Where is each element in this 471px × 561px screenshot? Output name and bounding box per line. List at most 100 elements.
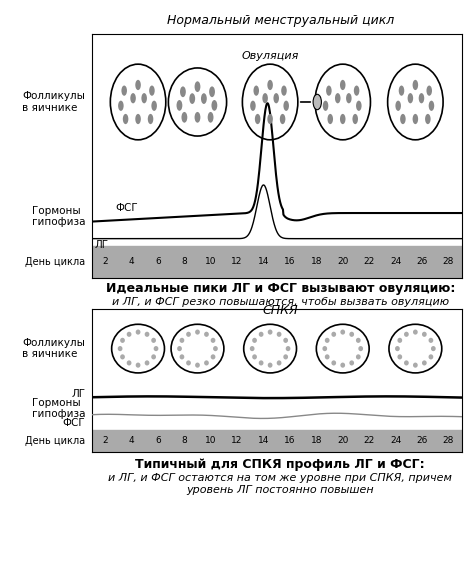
Circle shape xyxy=(283,355,288,360)
Circle shape xyxy=(195,81,200,92)
Text: 4: 4 xyxy=(129,436,134,445)
Text: 4: 4 xyxy=(129,257,134,266)
Circle shape xyxy=(419,93,424,103)
Text: 2: 2 xyxy=(102,257,108,266)
Circle shape xyxy=(195,329,200,335)
Text: 16: 16 xyxy=(284,436,296,445)
Circle shape xyxy=(426,85,432,96)
Circle shape xyxy=(283,338,288,343)
Circle shape xyxy=(340,114,346,124)
Text: 8: 8 xyxy=(181,436,187,445)
Circle shape xyxy=(120,355,125,360)
Text: ЛГ: ЛГ xyxy=(71,389,85,399)
Circle shape xyxy=(179,355,184,360)
Circle shape xyxy=(211,355,215,360)
Text: 18: 18 xyxy=(310,257,322,266)
Circle shape xyxy=(259,360,263,366)
Circle shape xyxy=(201,93,207,104)
Circle shape xyxy=(404,332,409,337)
Circle shape xyxy=(250,346,254,351)
Circle shape xyxy=(135,114,141,124)
Circle shape xyxy=(395,346,400,351)
Circle shape xyxy=(429,338,433,343)
Text: Овуляция: Овуляция xyxy=(242,50,299,61)
Circle shape xyxy=(429,355,433,360)
Text: Гормоны
гипофиза: Гормоны гипофиза xyxy=(32,398,85,420)
Circle shape xyxy=(422,360,427,366)
Text: СПКЯ: СПКЯ xyxy=(262,304,298,317)
Circle shape xyxy=(268,114,273,124)
Circle shape xyxy=(349,360,354,366)
Circle shape xyxy=(209,86,215,97)
Circle shape xyxy=(213,346,218,351)
Text: 26: 26 xyxy=(416,257,428,266)
Circle shape xyxy=(276,332,282,337)
Circle shape xyxy=(127,360,131,366)
Circle shape xyxy=(151,338,156,343)
Circle shape xyxy=(354,85,359,96)
Circle shape xyxy=(313,94,321,110)
Text: 2: 2 xyxy=(102,436,108,445)
Circle shape xyxy=(341,362,345,367)
Circle shape xyxy=(395,100,401,111)
Circle shape xyxy=(211,100,217,111)
Text: 6: 6 xyxy=(155,257,161,266)
Circle shape xyxy=(276,360,282,366)
Circle shape xyxy=(281,85,287,96)
Text: День цикла: День цикла xyxy=(25,257,85,267)
Text: и ЛГ, и ФСГ остаются на том же уровне при СПКЯ, причем
уровень ЛГ постоянно повы: и ЛГ, и ФСГ остаются на том же уровне пр… xyxy=(108,473,452,495)
Text: 14: 14 xyxy=(258,257,269,266)
Text: 28: 28 xyxy=(443,436,454,445)
Circle shape xyxy=(431,346,436,351)
Text: Типичный для СПКЯ профиль ЛГ и ФСГ:: Типичный для СПКЯ профиль ЛГ и ФСГ: xyxy=(136,458,425,471)
Circle shape xyxy=(422,332,427,337)
Circle shape xyxy=(346,93,352,103)
Circle shape xyxy=(204,360,209,366)
Circle shape xyxy=(413,114,418,124)
Circle shape xyxy=(255,114,260,124)
Bar xyxy=(92,246,462,278)
Circle shape xyxy=(286,346,291,351)
Circle shape xyxy=(352,114,358,124)
Text: 28: 28 xyxy=(443,257,454,266)
Circle shape xyxy=(123,114,129,124)
Circle shape xyxy=(340,80,346,90)
Circle shape xyxy=(356,355,361,360)
Text: ФСГ: ФСГ xyxy=(63,418,85,428)
Circle shape xyxy=(151,100,157,111)
Text: Фолликулы
в яичнике: Фолликулы в яичнике xyxy=(22,338,85,360)
Text: Идеальные пики ЛГ и ФСГ вызывают овуляцию:: Идеальные пики ЛГ и ФСГ вызывают овуляци… xyxy=(106,282,455,295)
Circle shape xyxy=(177,346,182,351)
Text: Нормальный менструальный цикл: Нормальный менструальный цикл xyxy=(167,14,394,27)
Circle shape xyxy=(151,355,156,360)
Circle shape xyxy=(127,332,131,337)
Text: 6: 6 xyxy=(155,436,161,445)
Text: 14: 14 xyxy=(258,436,269,445)
Text: 20: 20 xyxy=(337,257,349,266)
Circle shape xyxy=(332,360,336,366)
Circle shape xyxy=(181,112,187,123)
Circle shape xyxy=(186,360,191,366)
Circle shape xyxy=(259,332,263,337)
Circle shape xyxy=(118,100,124,111)
Circle shape xyxy=(358,346,363,351)
Text: 26: 26 xyxy=(416,436,428,445)
Circle shape xyxy=(341,329,345,335)
Circle shape xyxy=(425,114,430,124)
Circle shape xyxy=(195,112,200,123)
Circle shape xyxy=(284,100,289,111)
Circle shape xyxy=(404,360,409,366)
Text: 20: 20 xyxy=(337,436,349,445)
Circle shape xyxy=(280,114,285,124)
Circle shape xyxy=(145,360,149,366)
Text: День цикла: День цикла xyxy=(25,436,85,446)
Circle shape xyxy=(413,329,418,335)
Circle shape xyxy=(252,338,257,343)
Text: 22: 22 xyxy=(364,436,375,445)
Text: Гормоны
гипофиза: Гормоны гипофиза xyxy=(32,206,85,228)
Circle shape xyxy=(189,93,195,104)
Circle shape xyxy=(268,80,273,90)
Circle shape xyxy=(399,85,404,96)
Circle shape xyxy=(136,329,140,335)
Circle shape xyxy=(122,85,127,96)
